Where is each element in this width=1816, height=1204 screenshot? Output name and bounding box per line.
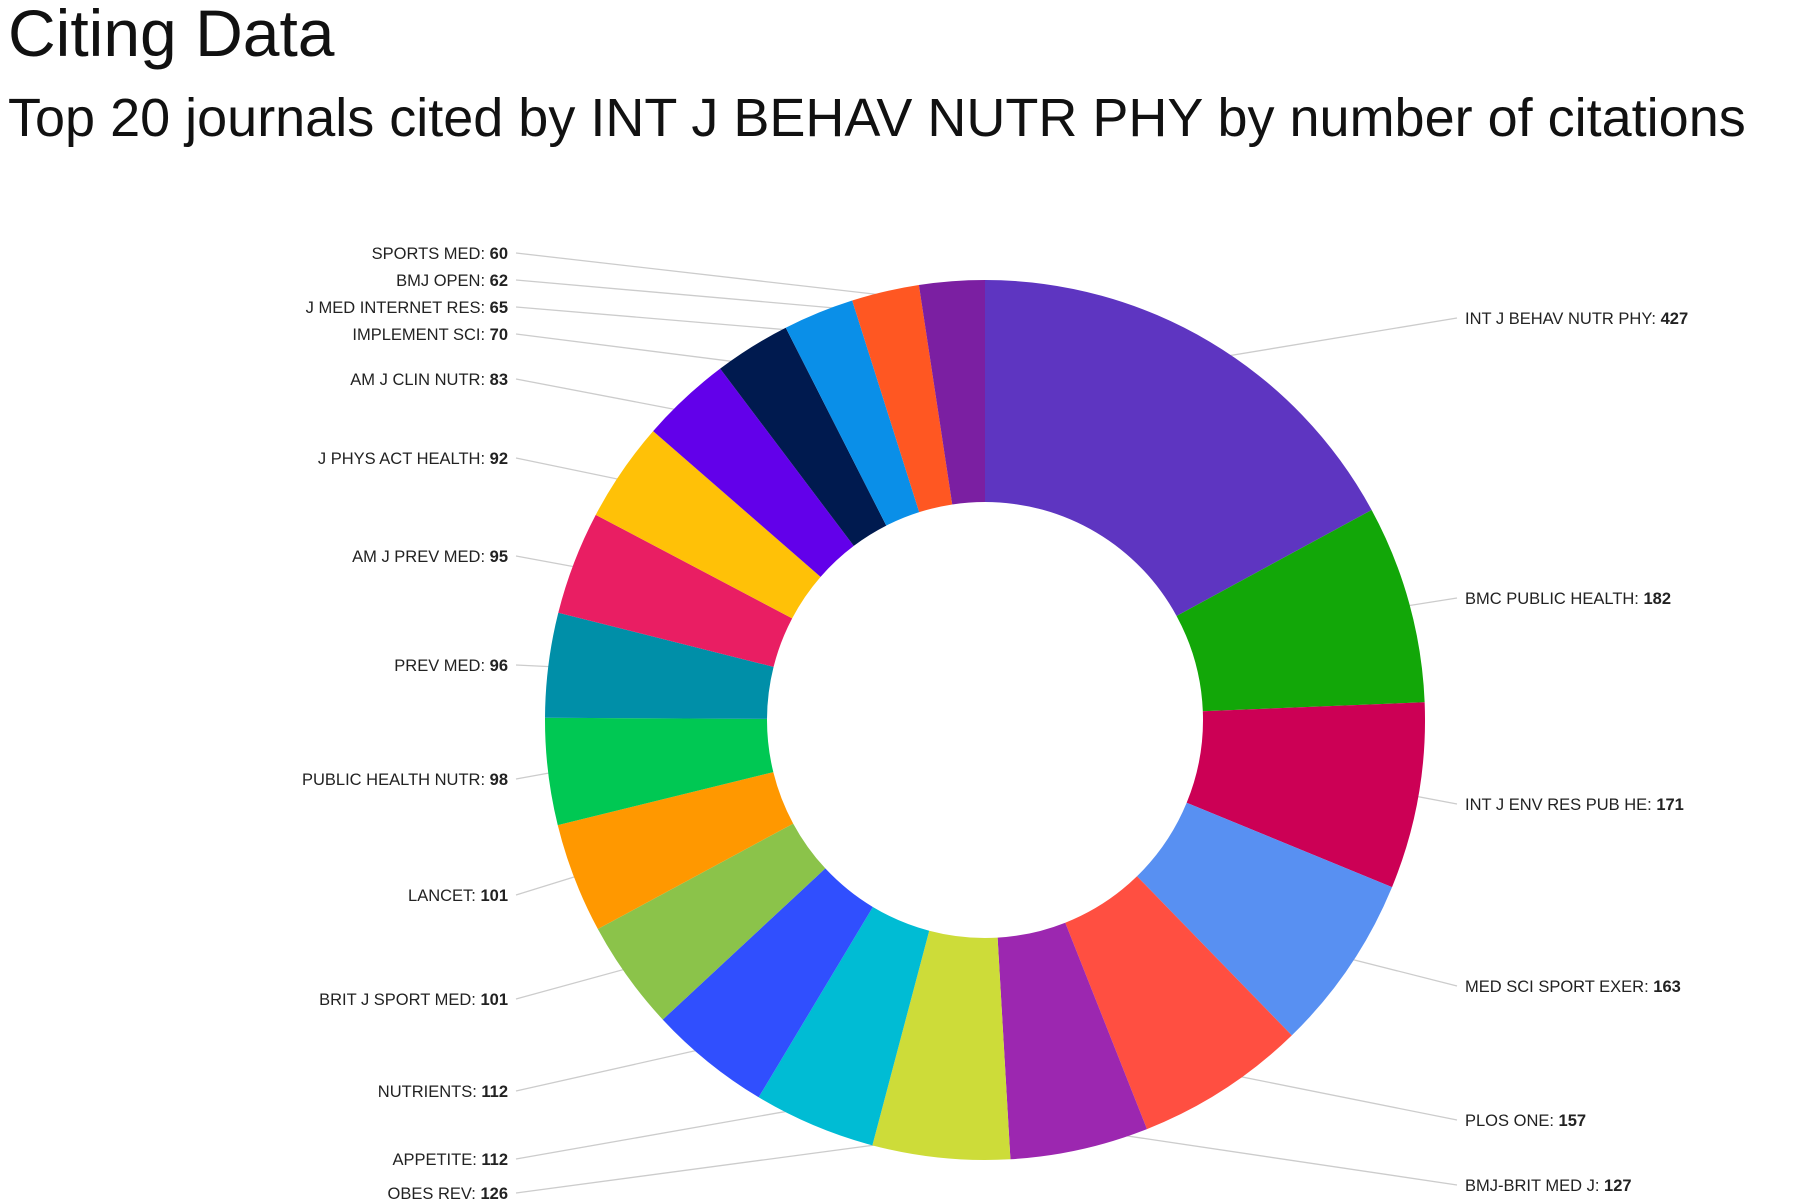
leader-line-nutrients xyxy=(515,1044,722,1092)
slice-j-med-internet-res[interactable] xyxy=(785,300,920,526)
leader-lines xyxy=(515,252,1458,1194)
data-label-value: 95 xyxy=(490,548,508,566)
data-label-name: BMJ OPEN: xyxy=(396,272,490,290)
data-label-value: 96 xyxy=(490,657,508,675)
data-label-name: BMJ-BRIT MED J: xyxy=(1465,1177,1604,1195)
data-label-name: AM J PREV MED: xyxy=(352,548,490,566)
slice-am-j-clin-nutr[interactable] xyxy=(653,368,854,577)
data-label-value: 157 xyxy=(1559,1112,1587,1130)
data-label-lancet: LANCET: 101 xyxy=(408,887,508,905)
data-label-int-j-behav-nutr-phy: INT J BEHAV NUTR PHY: 427 xyxy=(1465,310,1688,328)
data-label-nutrients: NUTRIENTS: 112 xyxy=(378,1083,508,1101)
data-label-value: 70 xyxy=(490,326,508,344)
data-label-name: J PHYS ACT HEALTH: xyxy=(318,450,490,468)
data-label-appetite: APPETITE: 112 xyxy=(392,1151,508,1169)
slice-lancet[interactable] xyxy=(557,772,794,930)
data-label-value: 92 xyxy=(490,450,508,468)
data-label-value: 101 xyxy=(480,991,508,1009)
data-label-value: 60 xyxy=(490,245,508,263)
slice-sports-med[interactable] xyxy=(918,280,985,505)
data-label-obes-rev: OBES REV: 126 xyxy=(388,1185,508,1203)
slice-bmj-open[interactable] xyxy=(852,284,953,513)
data-label-value: 182 xyxy=(1643,590,1671,608)
slice-plos-one[interactable] xyxy=(1065,876,1292,1130)
leader-line-am-j-clin-nutr xyxy=(515,378,701,415)
slice-labels: INT J BEHAV NUTR PHY: 427 BMC PUBLIC HEAL… xyxy=(302,245,1688,1203)
leader-line-plos-one xyxy=(1211,1070,1458,1121)
donut-slices xyxy=(545,280,1425,1160)
slice-brit-j-sport-med[interactable] xyxy=(597,823,826,1020)
data-label-public-health-nutr: PUBLIC HEALTH NUTR: 98 xyxy=(302,771,508,789)
leader-line-bmj-brit-med-j xyxy=(1075,1127,1458,1186)
data-label-name: INT J ENV RES PUB HE: xyxy=(1465,796,1656,814)
slice-public-health-nutr[interactable] xyxy=(545,717,774,826)
data-label-name: AM J CLIN NUTR: xyxy=(350,371,489,389)
slice-prev-med[interactable] xyxy=(545,612,774,719)
data-label-bmj-brit-med-j: BMJ-BRIT MED J: 127 xyxy=(1465,1177,1632,1195)
data-label-bmj-open: BMJ OPEN: 62 xyxy=(396,272,508,290)
data-label-value: 112 xyxy=(481,1151,508,1169)
data-label-name: NUTRIENTS: xyxy=(378,1083,482,1101)
data-label-sports-med: SPORTS MED: 60 xyxy=(372,245,508,263)
page-title: Citing Data xyxy=(8,0,335,70)
data-label-am-j-clin-nutr: AM J CLIN NUTR: 83 xyxy=(350,371,508,389)
data-label-name: IMPLEMENT SCI: xyxy=(352,326,489,344)
data-label-value: 83 xyxy=(490,371,508,389)
leader-line-int-j-behav-nutr-phy xyxy=(1198,317,1458,362)
data-label-name: MED SCI SPORT EXER: xyxy=(1465,978,1653,996)
data-label-value: 101 xyxy=(480,887,508,905)
data-label-plos-one: PLOS ONE: 157 xyxy=(1465,1112,1586,1130)
slice-bmj-brit-med-j[interactable] xyxy=(997,922,1147,1160)
data-label-name: J MED INTERNET RES: xyxy=(306,299,490,317)
data-label-bmc-public-health: BMC PUBLIC HEALTH: 182 xyxy=(1465,590,1671,608)
leader-line-appetite xyxy=(515,1104,823,1160)
data-label-name: PLOS ONE: xyxy=(1465,1112,1559,1130)
data-label-name: BMC PUBLIC HEALTH: xyxy=(1465,590,1643,608)
data-label-name: BRIT J SPORT MED: xyxy=(319,991,480,1009)
data-label-name: SPORTS MED: xyxy=(372,245,490,263)
data-label-name: PREV MED: xyxy=(394,657,489,675)
slice-int-j-behav-nutr-phy[interactable] xyxy=(985,280,1372,616)
data-label-name: LANCET: xyxy=(408,887,480,905)
data-label-value: 171 xyxy=(1656,796,1684,814)
data-label-value: 427 xyxy=(1661,310,1689,328)
data-label-value: 163 xyxy=(1653,978,1681,996)
leader-line-implement-sci xyxy=(515,333,764,367)
data-label-value: 126 xyxy=(480,1185,508,1203)
slice-j-phys-act-health[interactable] xyxy=(595,431,821,619)
data-label-name: INT J BEHAV NUTR PHY: xyxy=(1465,310,1661,328)
data-label-value: 98 xyxy=(490,771,508,789)
slice-bmc-public-health[interactable] xyxy=(1176,509,1425,712)
slice-int-j-env-res-pub-he[interactable] xyxy=(1186,702,1425,888)
slice-obes-rev[interactable] xyxy=(872,930,1011,1160)
data-label-am-j-prev-med: AM J PREV MED: 95 xyxy=(352,548,508,566)
data-label-value: 127 xyxy=(1604,1177,1632,1195)
page-subtitle: Top 20 journals cited by INT J BEHAV NUT… xyxy=(8,88,1746,148)
leader-line-obes-rev xyxy=(515,1135,944,1194)
leader-line-bmj-open xyxy=(515,279,891,314)
data-label-value: 65 xyxy=(490,299,508,317)
slice-med-sci-sport-exer[interactable] xyxy=(1137,802,1393,1036)
data-label-j-med-internet-res: J MED INTERNET RES: 65 xyxy=(306,299,508,317)
data-label-brit-j-sport-med: BRIT J SPORT MED: 101 xyxy=(319,991,508,1009)
data-label-name: OBES REV: xyxy=(388,1185,481,1203)
data-label-int-j-env-res-pub-he: INT J ENV RES PUB HE: 171 xyxy=(1465,796,1684,814)
data-label-med-sci-sport-exer: MED SCI SPORT EXER: 163 xyxy=(1465,978,1681,996)
data-label-value: 62 xyxy=(490,272,508,290)
data-label-name: PUBLIC HEALTH NUTR: xyxy=(302,771,490,789)
data-label-name: APPETITE: xyxy=(392,1151,481,1169)
data-label-j-phys-act-health: J PHYS ACT HEALTH: 92 xyxy=(318,450,508,468)
slice-am-j-prev-med[interactable] xyxy=(558,514,793,667)
slice-implement-sci[interactable] xyxy=(720,327,887,546)
slice-nutrients[interactable] xyxy=(662,868,873,1098)
data-label-value: 112 xyxy=(481,1083,508,1101)
slice-appetite[interactable] xyxy=(758,906,930,1146)
data-label-implement-sci: IMPLEMENT SCI: 70 xyxy=(352,326,508,344)
leader-line-j-med-internet-res xyxy=(515,306,827,334)
data-label-prev-med: PREV MED: 96 xyxy=(394,657,508,675)
